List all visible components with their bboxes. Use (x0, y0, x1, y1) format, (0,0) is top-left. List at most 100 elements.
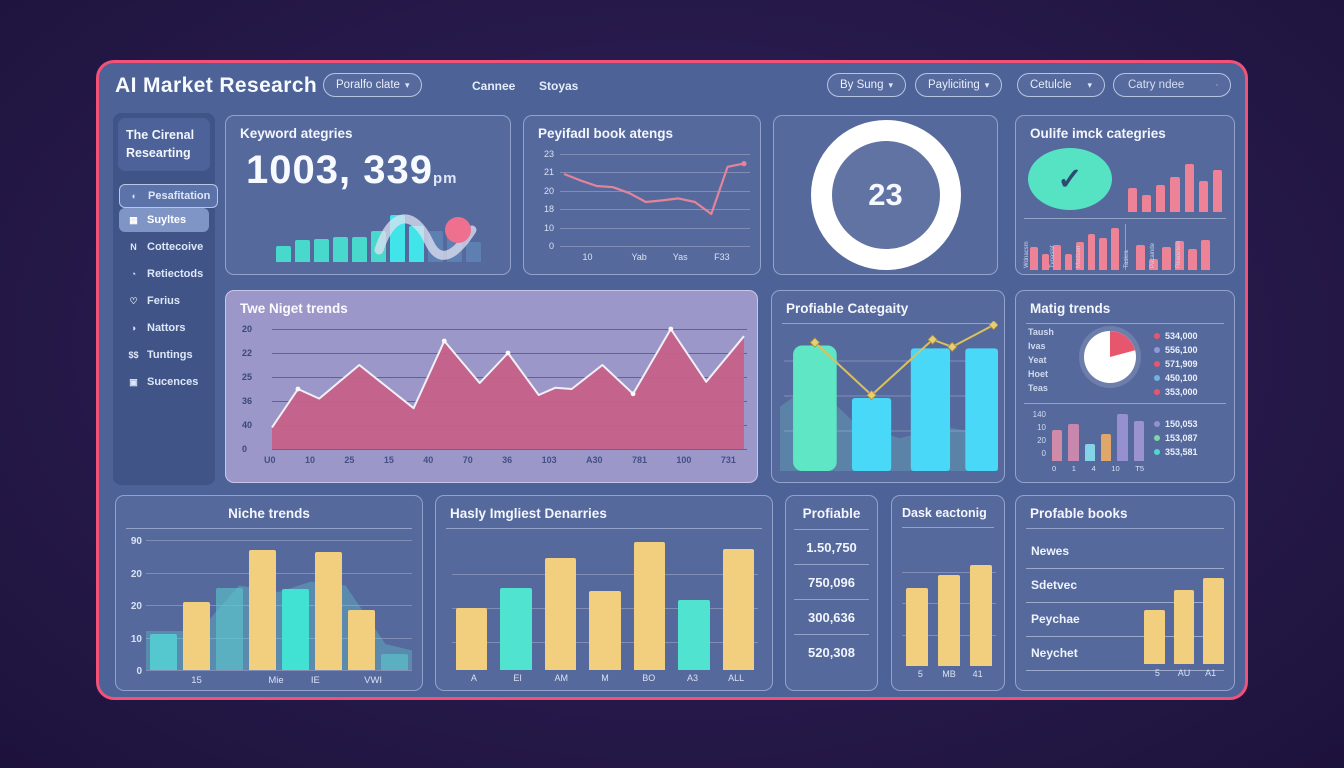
niche-bar (183, 602, 210, 670)
divider (1026, 323, 1224, 324)
combo-chart (780, 319, 999, 477)
hasly-bar (500, 588, 532, 670)
quality-bar-chart (1128, 156, 1222, 212)
dask-bar (970, 565, 992, 666)
app-title: AI Market Research (115, 74, 318, 97)
divider (126, 528, 412, 529)
rotated-label: Pacainde (1149, 242, 1156, 268)
book-list-item[interactable]: Peychae (1026, 603, 1224, 637)
portfolio-dropdown[interactable]: Poralfo clate ▾ (323, 73, 423, 97)
filter-dropdown-by-sung[interactable]: By Sung ▾ (827, 73, 907, 97)
x-tick-label: 40 (423, 455, 434, 465)
sidebar-item-label: Retiectods (147, 268, 204, 280)
book-bar (1173, 589, 1195, 664)
niche-bar (150, 633, 177, 670)
panel-title: Niche trends (228, 506, 310, 521)
book-bar (1144, 610, 1165, 664)
sidebar-item-retiectods[interactable]: ◔ Retiectods (119, 262, 209, 286)
keyword-count-unit: pm (432, 170, 458, 187)
matig-row-labels: Taush Ivas Yeat Hoet Teas (1028, 327, 1078, 397)
book-list-item[interactable]: Newes (1026, 535, 1224, 569)
filter-dropdown-payliciting[interactable]: Payliciting ▾ (915, 73, 1003, 97)
mini-bar (276, 245, 291, 262)
sidebar-item-label: Cottecoive (147, 241, 204, 253)
mini-bar (1184, 164, 1194, 212)
legend-row: 556,100 (1154, 343, 1198, 357)
mini-bar (1099, 237, 1107, 270)
mini-bar (1133, 421, 1144, 461)
legend-dot (1154, 421, 1160, 427)
search-box[interactable] (1113, 73, 1231, 97)
mini-bar (466, 242, 481, 262)
globe-icon: ◑ (130, 323, 137, 333)
gridline (272, 449, 747, 450)
gridline (560, 172, 750, 174)
gridline (146, 670, 412, 671)
y-tick-label: 21 (543, 167, 554, 178)
legend-dot (1154, 361, 1160, 367)
sidebar-item-pesafitation[interactable]: ◐ Pesafitation (119, 184, 219, 208)
nav-item-stoyas[interactable]: Stoyas (539, 79, 579, 93)
mini-bar (1170, 177, 1180, 212)
sidebar-item-ferius[interactable]: ♡ Ferius (119, 289, 209, 313)
sidebar-item-nattors[interactable]: ◑ Nattors (119, 316, 209, 340)
legend-value: 534,000 (1165, 331, 1198, 341)
line-chart: 23 21 20 18 10 0 10 Yab Yas F33 (532, 146, 754, 272)
book-list-item[interactable]: Neychet (1026, 637, 1224, 671)
dashboard-window: AI Market Research Poralfo clate ▾ Cannee… (96, 60, 1248, 700)
mini-bar (1053, 244, 1061, 270)
filter-dropdown-cetulcle[interactable]: Cetulcle ▾ (1017, 73, 1105, 97)
sidebar-items: ◐Pesafitation▂▅▇Fottrus▦SuyltesNCottecoi… (113, 181, 219, 394)
dask-bar (938, 575, 960, 666)
sidebar-item-label: Nattors (147, 322, 186, 334)
legend-row: 450,100 (1154, 371, 1198, 385)
legend-value: 353,581 (1165, 447, 1198, 457)
mini-bar (1161, 247, 1171, 270)
panel-niche-trends: Niche trends 90 20 20 10 0 15 Mie IE VWI (115, 495, 423, 691)
x-tick-label: BO (642, 673, 656, 683)
mini-bar (1041, 253, 1050, 270)
sidebar-item-tuntings[interactable]: $$ Tuntings (119, 343, 209, 367)
dollars-icon: $$ (128, 350, 139, 360)
hasly-bar (544, 557, 577, 670)
legend-value: 150,053 (1165, 419, 1198, 429)
mini-bar (371, 231, 386, 262)
mini-bar (409, 226, 424, 262)
panel-niget-trends: Twe Niget trends 20 22 25 36 40 0 U0 10 25 15 40 7… (225, 290, 758, 483)
x-tick-label: 10 (582, 252, 593, 262)
bars (906, 540, 992, 666)
rotated-label: Rkadetem (1175, 240, 1182, 268)
briefcase-icon: ▣ (129, 376, 138, 387)
x-tick-label: F33 (714, 252, 730, 262)
sidebar-item-cottecoive[interactable]: N Cottecoive (119, 235, 209, 259)
sidebar-item-suyltes[interactable]: ▦ Suyltes (119, 208, 209, 232)
niche-bar (315, 551, 342, 670)
row-label: Ivas (1028, 341, 1046, 351)
x-tick-label: U0 (264, 455, 276, 465)
mini-bar (352, 237, 367, 262)
gridline (560, 209, 750, 211)
legend-value: 450,100 (1165, 373, 1198, 383)
gridline (146, 540, 412, 541)
mini-bar (428, 231, 443, 262)
sidebar: The Cirenal Researting ◐Pesafitation▂▅▇F… (113, 113, 219, 485)
heart-icon: ♡ (129, 295, 138, 306)
quality-top-section: ✓ (1028, 146, 1222, 212)
book-bar (1203, 577, 1225, 664)
nav-item-cannee[interactable]: Cannee (472, 79, 516, 93)
panel-profitable-category: Profiable Categaity (771, 290, 1005, 483)
books-bar-chart (1144, 544, 1225, 664)
legend-row: 353,581 (1154, 445, 1198, 459)
sidebar-item-sucences[interactable]: ▣ Sucences (119, 370, 209, 394)
book-list-item[interactable]: Sdetvec (1026, 569, 1224, 603)
mini-bar (1128, 188, 1138, 212)
chevron-down-icon: ▾ (1087, 80, 1092, 90)
y-tick-label: 25 (242, 372, 253, 382)
legend-value: 153,087 (1165, 433, 1198, 443)
y-tick-label: 20 (130, 568, 142, 580)
metric-value: 300,636 (794, 599, 869, 634)
mini-bar (1174, 241, 1184, 270)
panel-title: Peyifadl book atengs (538, 126, 674, 141)
divider (1026, 528, 1224, 529)
search-input[interactable] (1126, 78, 1208, 92)
